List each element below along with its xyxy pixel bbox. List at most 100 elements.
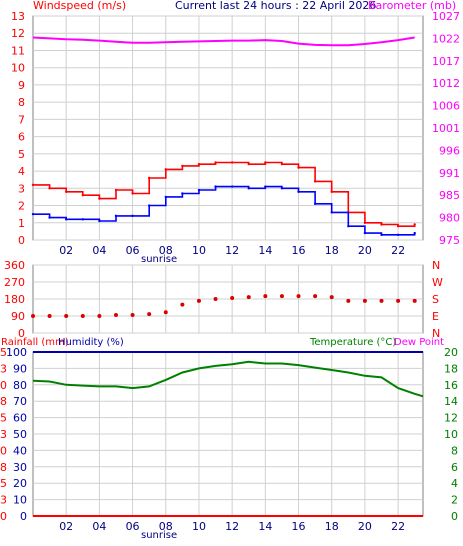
data-point-wind — [31, 212, 35, 216]
y2-tick-label: 20 — [444, 346, 458, 359]
y-tick-label: 11 — [11, 44, 25, 57]
x-tick-label: 22 — [391, 244, 405, 257]
data-point-gust — [114, 188, 118, 192]
x-tick-label: 08 — [159, 520, 173, 533]
y2-tick-label: W — [432, 276, 443, 289]
direction-point — [412, 298, 417, 303]
data-point-wind — [230, 185, 234, 188]
x-tick-label: 22 — [391, 520, 405, 533]
y-tick-label: 100 — [6, 346, 27, 359]
y-tick-label: 60 — [13, 412, 27, 425]
direction-point — [130, 313, 135, 318]
x-tick-label: 10 — [192, 244, 206, 257]
y2-tick-label: 985 — [439, 189, 460, 202]
direction-point — [180, 302, 185, 307]
data-point-wind — [264, 185, 267, 188]
data-point-wind — [197, 188, 201, 192]
direction-point — [396, 298, 401, 303]
data-point-wind — [363, 231, 367, 235]
sunrise-label-bottom: sunrise — [141, 530, 177, 541]
direction-point — [64, 314, 69, 318]
series-line-gust — [33, 161, 416, 227]
data-point-gust — [247, 162, 250, 166]
y-tick-label: 90 — [13, 362, 27, 375]
x-tick-label: 14 — [258, 520, 272, 533]
direction-point — [329, 295, 334, 300]
x-tick-label: 20 — [358, 520, 372, 533]
y2-tick-label: N — [432, 259, 440, 272]
y2-tick-label: N — [432, 327, 440, 340]
rainfall-tick-label: 8 — [0, 461, 7, 474]
y-tick-label: 6 — [18, 131, 25, 144]
x-tick-label: 12 — [225, 244, 239, 257]
data-point-wind — [214, 185, 217, 188]
rainfall-tick-label: 10 — [0, 444, 7, 457]
x-tick-label: 20 — [358, 244, 372, 257]
y2-tick-label: 14 — [444, 395, 458, 408]
y-tick-label: 0 — [20, 510, 27, 523]
data-point-gust — [280, 162, 284, 166]
direction-point — [246, 295, 251, 300]
x-tick-label: 10 — [192, 520, 206, 533]
data-point-gust — [147, 176, 151, 180]
data-point-gust — [48, 187, 51, 190]
direction-point — [97, 314, 102, 318]
data-point-gust — [396, 225, 400, 228]
x-tick-label: 02 — [59, 520, 73, 533]
data-point-wind — [347, 225, 350, 228]
x-tick-label: 16 — [292, 244, 306, 257]
dewpoint-axis-title: Dew Point — [394, 337, 444, 348]
y2-tick-label: 6 — [451, 461, 458, 474]
data-point-gust — [214, 161, 217, 164]
x-tick-label: 08 — [159, 244, 173, 257]
data-point-gust — [164, 168, 167, 171]
y-tick-label: 2 — [18, 200, 25, 213]
humidity-axis-title: Humidity (%) — [58, 337, 124, 348]
direction-point — [313, 294, 318, 299]
direction-point — [147, 312, 152, 317]
y-tick-label: 20 — [13, 477, 27, 490]
data-point-gust — [98, 197, 101, 200]
y-tick-label: 1 — [18, 217, 25, 230]
data-point-gust — [31, 183, 35, 187]
rainfall-tick-label: 3 — [0, 494, 7, 507]
y-tick-label: 270 — [4, 276, 25, 289]
direction-point — [213, 297, 218, 301]
x-tick-label: 18 — [325, 244, 339, 257]
rainfall-tick-label: 13 — [0, 428, 7, 441]
rainfall-tick-label: 23 — [0, 362, 7, 375]
direction-point — [296, 294, 301, 299]
y-tick-label: 8 — [18, 96, 25, 109]
data-point-gust — [181, 164, 184, 168]
x-tick-label: 16 — [292, 520, 306, 533]
windspeed-axis-title: Windspeed (m/s) — [33, 0, 126, 12]
wind-plot-frame — [32, 15, 424, 241]
y-tick-label: 10 — [13, 494, 27, 507]
y-tick-label: 4 — [18, 165, 25, 178]
direction-point — [279, 294, 284, 299]
y2-tick-label: 980 — [439, 212, 460, 225]
data-point-gust — [230, 161, 234, 164]
data-point-wind — [380, 233, 383, 237]
direction-point — [113, 313, 118, 318]
data-point-wind — [297, 190, 300, 193]
y-tick-label: 9 — [18, 79, 25, 92]
x-tick-label: 14 — [258, 244, 272, 257]
rainfall-tick-label: 18 — [0, 395, 7, 408]
data-point-gust — [131, 192, 134, 195]
y-tick-label: 30 — [13, 461, 27, 474]
x-tick-label: 04 — [92, 520, 106, 533]
data-point-gust — [64, 190, 68, 193]
rainfall-tick-label: 15 — [0, 412, 7, 425]
direction-point — [163, 310, 168, 315]
y-tick-label: 0 — [18, 234, 25, 247]
direction-point — [346, 298, 351, 303]
data-point-wind — [147, 204, 151, 207]
x-tick-label: 02 — [59, 244, 73, 257]
y2-tick-label: 1001 — [432, 122, 460, 135]
y2-tick-label: 1017 — [432, 55, 460, 68]
y-tick-label: 0 — [18, 327, 25, 340]
